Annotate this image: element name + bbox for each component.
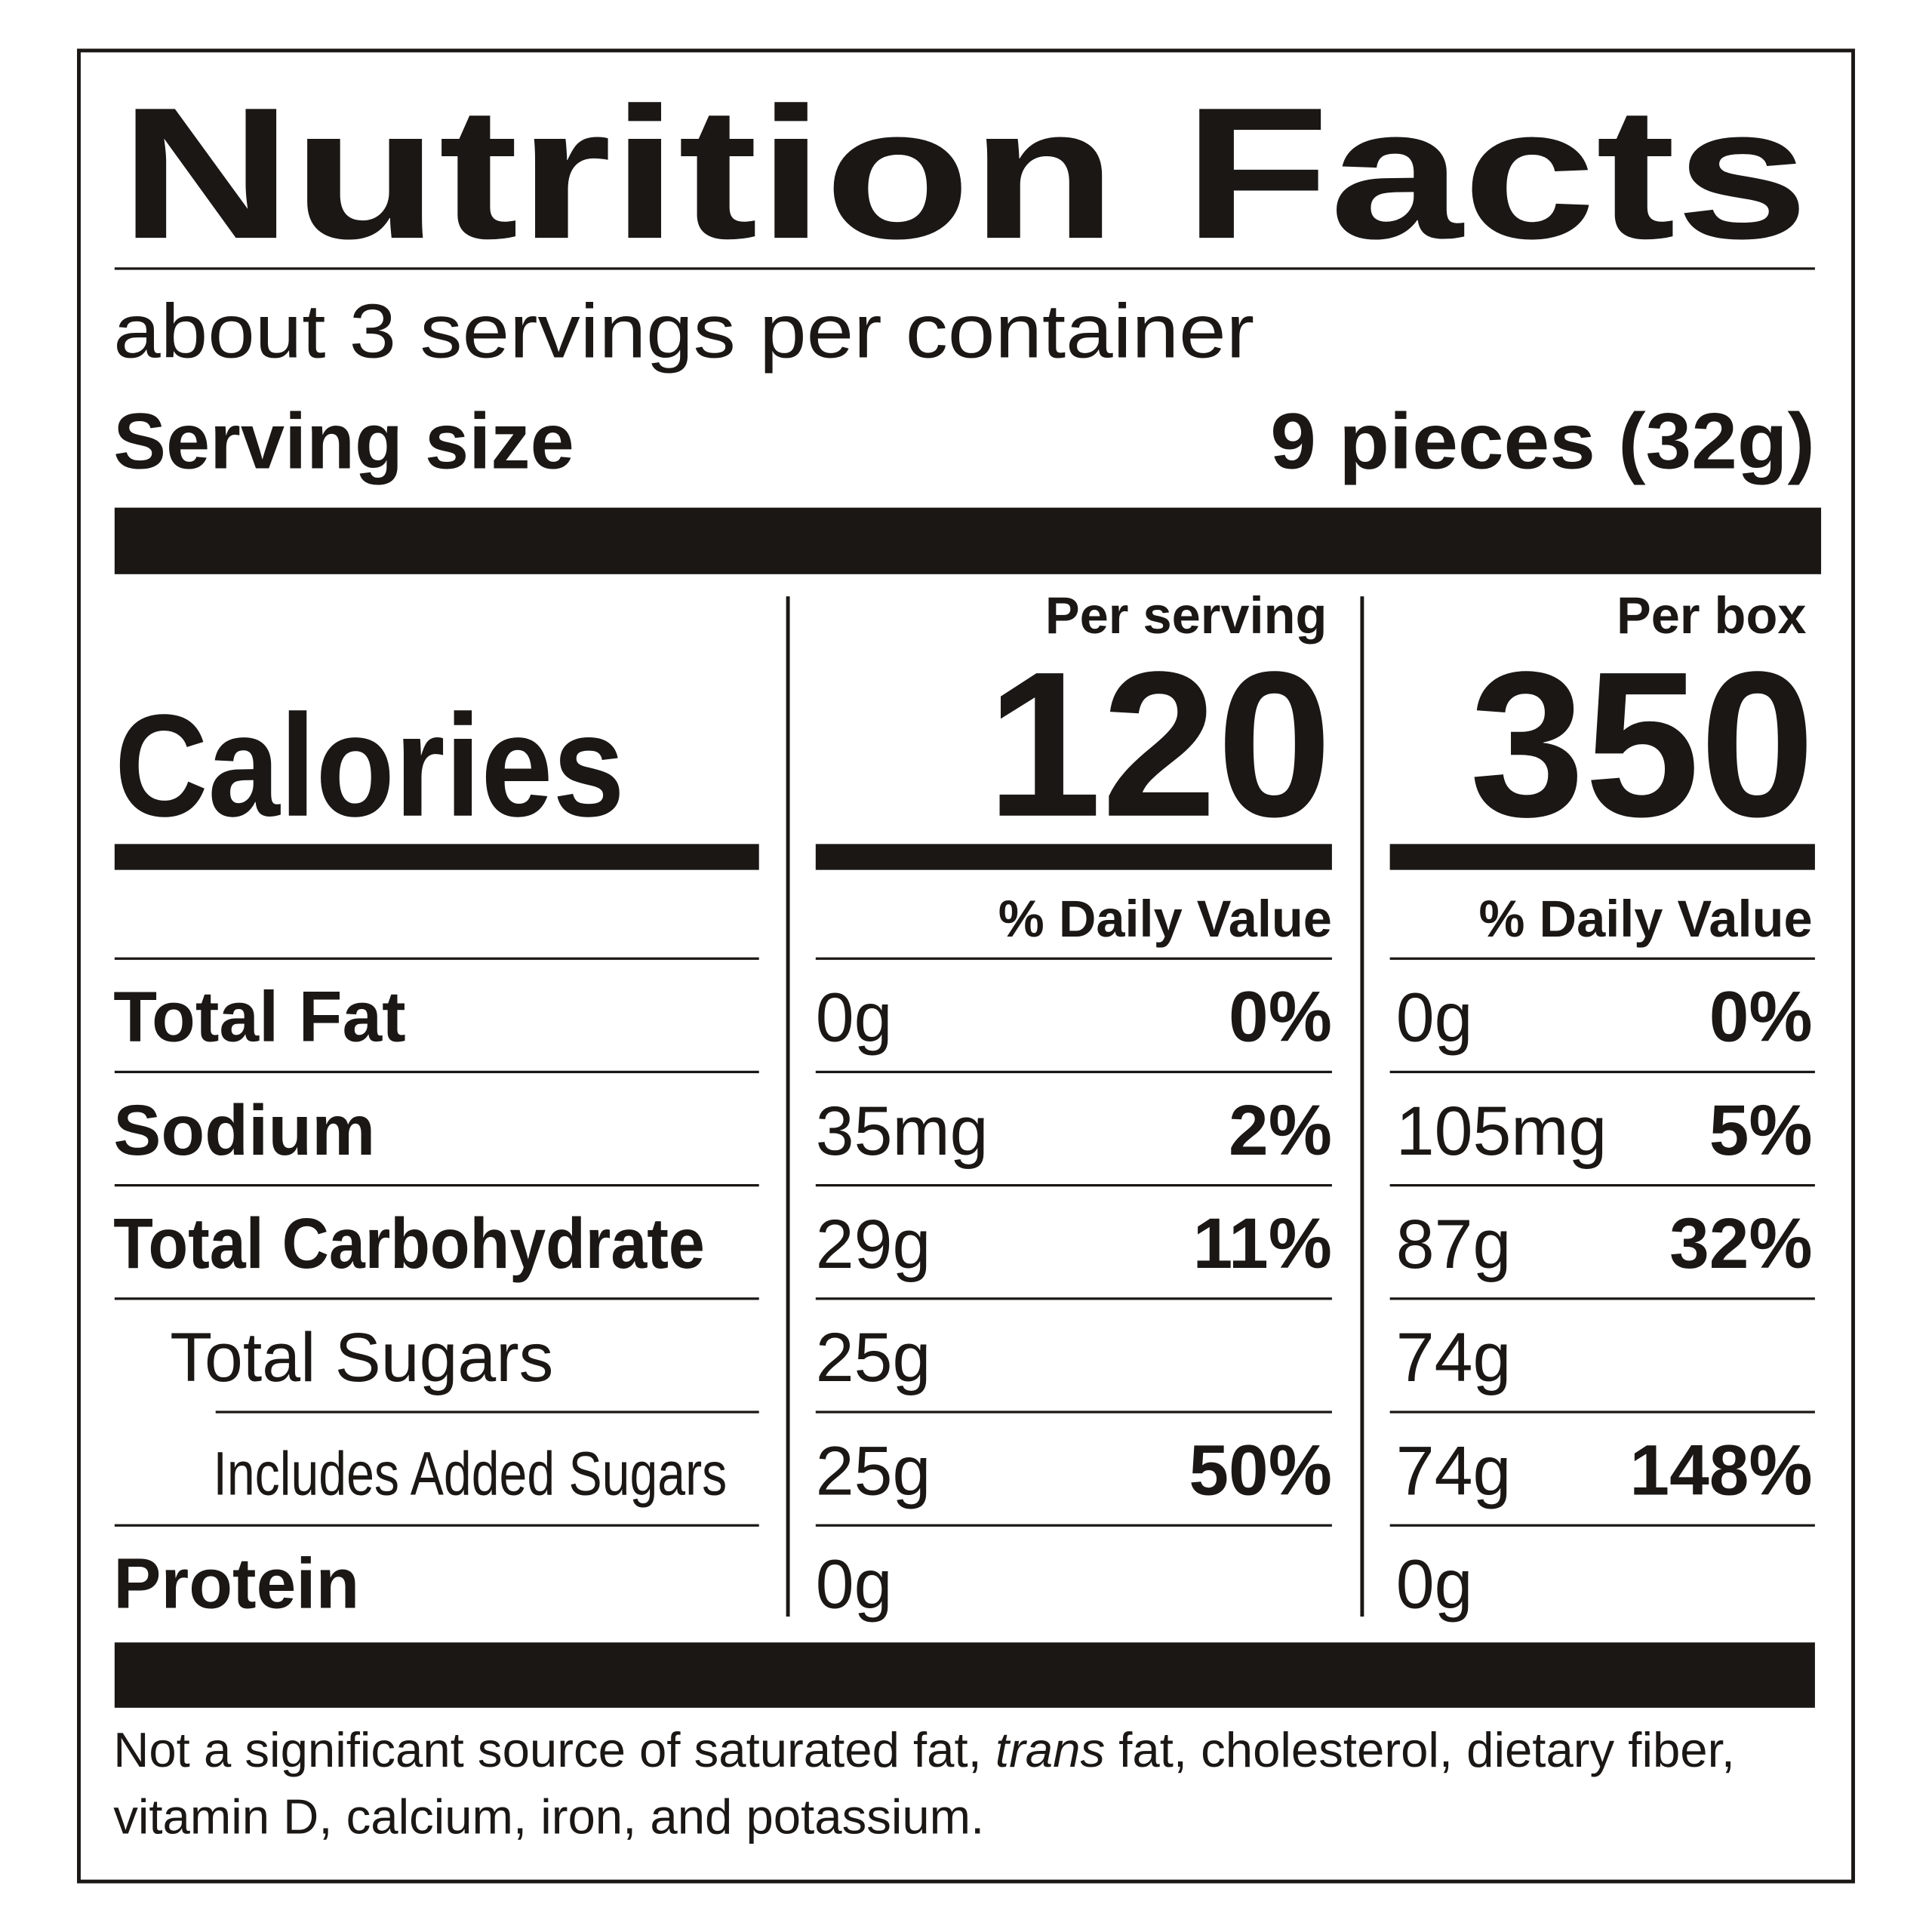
thick-bar <box>114 507 1822 574</box>
rule <box>114 1297 759 1300</box>
servings-per-container: about 3 servings per container <box>113 288 1254 374</box>
column-header: Per serving <box>1045 586 1327 645</box>
footnote: Not a significant source of saturated fa… <box>113 1722 1735 1777</box>
serving-size-label: Serving size <box>113 397 574 485</box>
rule <box>1389 957 1815 960</box>
nutrient-dv: 32% <box>1669 1204 1813 1284</box>
nutrient-amount: 0g <box>816 1546 893 1623</box>
nutrient-dv: 0% <box>1709 977 1813 1057</box>
title: Nutrition Facts <box>119 68 1808 278</box>
rule <box>114 1070 759 1074</box>
rule <box>114 957 759 960</box>
nutrient-amount: 0g <box>1396 980 1473 1057</box>
rule <box>1389 1524 1815 1527</box>
rule <box>215 1411 759 1414</box>
nutrient-dv: 2% <box>1229 1091 1332 1171</box>
dv-header: % Daily Value <box>998 890 1332 948</box>
calories-bar <box>114 844 759 870</box>
nutrient-dv: 5% <box>1709 1091 1813 1171</box>
rule <box>1389 1070 1815 1074</box>
footnote-text: fat, cholesterol, dietary fiber, <box>1105 1722 1735 1777</box>
rule <box>114 1524 759 1527</box>
rule <box>815 1297 1332 1300</box>
calories-bar <box>815 844 1332 870</box>
calories-value: 120 <box>986 629 1332 860</box>
rule <box>114 1183 759 1187</box>
nutrient-dv: 11% <box>1193 1204 1332 1284</box>
border <box>77 48 1855 1884</box>
footnote-text: Not a significant source of saturated fa… <box>113 1722 995 1777</box>
nutrient-name: Total Carbohydrate <box>113 1204 705 1284</box>
calories-value: 350 <box>1469 629 1815 860</box>
nutrient-amount: 25g <box>816 1319 931 1396</box>
footnote-italic: trans <box>995 1722 1105 1777</box>
thick-bar <box>114 1642 1815 1708</box>
rule <box>1389 1183 1815 1187</box>
nutrient-name: Includes Added Sugars <box>213 1439 727 1508</box>
nutrient-amount: 0g <box>1396 1546 1473 1623</box>
nutrient-dv: 148% <box>1629 1430 1812 1510</box>
nutrient-name: Total Sugars <box>170 1319 553 1396</box>
calories-bar <box>1389 844 1815 870</box>
nutrient-name: Sodium <box>113 1091 375 1171</box>
nutrient-amount: 29g <box>816 1206 931 1283</box>
rule <box>815 1183 1332 1187</box>
nutrient-amount: 0g <box>816 980 893 1057</box>
nutrient-dv: 50% <box>1189 1430 1332 1510</box>
nutrient-amount: 105mg <box>1396 1093 1607 1170</box>
nutrient-amount: 35mg <box>816 1093 989 1170</box>
rule <box>815 1070 1332 1074</box>
column-divider <box>786 596 790 1617</box>
nutrient-name: Protein <box>113 1544 359 1624</box>
nutrient-name: Total Fat <box>113 977 405 1057</box>
dv-header: % Daily Value <box>1479 890 1813 948</box>
nutrient-dv: 0% <box>1229 977 1332 1057</box>
calories-label: Calories <box>115 685 625 847</box>
rule <box>815 1411 1332 1414</box>
rule <box>1389 1297 1815 1300</box>
nutrient-amount: 25g <box>816 1432 931 1509</box>
rule <box>815 1524 1332 1527</box>
rule <box>114 267 1815 270</box>
nutrient-amount: 87g <box>1396 1206 1512 1283</box>
footnote: vitamin D, calcium, iron, and potassium. <box>113 1789 984 1844</box>
serving-size-value: 9 pieces (32g) <box>1270 397 1815 485</box>
column-divider <box>1360 596 1364 1617</box>
nutrient-amount: 74g <box>1396 1432 1512 1509</box>
rule <box>1389 1411 1815 1414</box>
nutrient-amount: 74g <box>1396 1319 1512 1396</box>
column-header: Per box <box>1617 586 1807 645</box>
rule <box>815 957 1332 960</box>
